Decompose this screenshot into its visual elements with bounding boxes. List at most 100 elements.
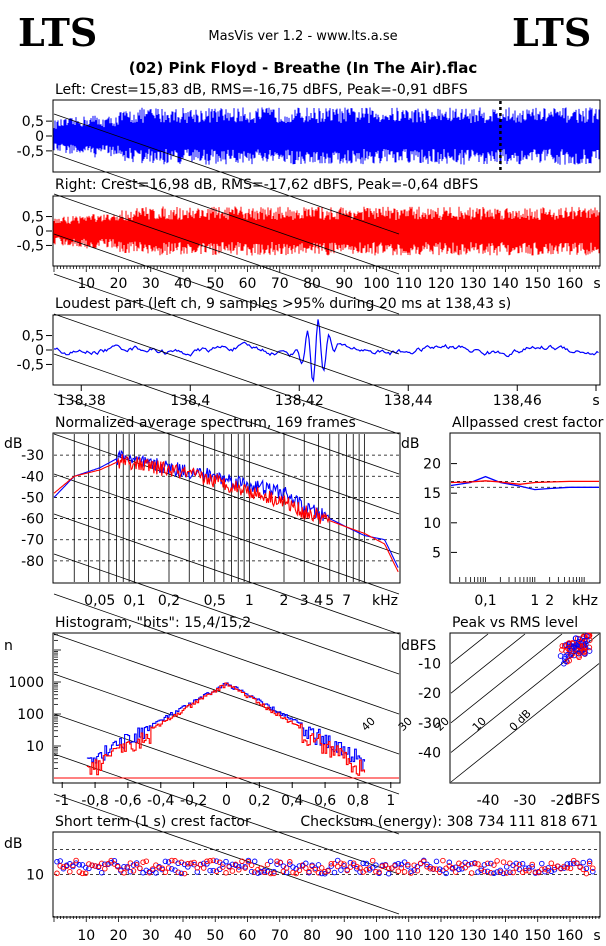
app-version: MasVis ver 1.2 - www.lts.a.se [208, 29, 397, 44]
short-term-point [408, 870, 414, 876]
spectrum-slope-line [53, 593, 400, 715]
short-term-point [357, 865, 363, 871]
short-term-point [523, 865, 529, 871]
right-waveform-ytick-label: -0,5 [17, 238, 44, 254]
short-term-point [401, 859, 408, 865]
short-term-point [258, 865, 264, 871]
short-term-point [373, 862, 379, 868]
loudest-part-xtick-label: s [592, 393, 599, 409]
short-term-point [213, 858, 220, 864]
short-term-point [542, 868, 548, 875]
short-term-point [354, 863, 360, 870]
spectrum-slope-line [53, 393, 400, 515]
short-term-point [325, 868, 331, 874]
short-term-point [456, 860, 462, 867]
short-term-point [468, 870, 475, 876]
short-term-point [350, 862, 357, 868]
short-term-point [331, 869, 338, 876]
short-term-point [102, 865, 108, 872]
short-term-point [341, 861, 347, 867]
short-term-point [162, 858, 169, 865]
peak-rms-point [582, 640, 589, 647]
spectrum-slope-line [53, 753, 400, 875]
short-term-point [264, 861, 271, 868]
short-term-point [248, 862, 255, 868]
short-term-point [459, 866, 465, 872]
spectrum-slope-line [53, 433, 400, 555]
short-term-point [338, 860, 344, 866]
time-axis-tick-label: 50 [206, 276, 224, 292]
short-term-point [475, 869, 481, 875]
peak-rms-point [576, 650, 582, 657]
short-term-point [57, 858, 63, 864]
short-term-point [322, 868, 328, 875]
short-term-point [385, 870, 392, 877]
short-term-point [118, 866, 124, 873]
short-term-point [411, 862, 417, 868]
short-term-point [529, 861, 535, 868]
short-term-point [360, 860, 366, 866]
short-term-point [124, 865, 130, 871]
peak-rms-point [559, 646, 565, 653]
peak-rms-ytick-label: -30 [418, 716, 441, 732]
short-term-point [280, 868, 287, 875]
loudest-part-title: Loudest part (left ch, 9 samples >95% du… [55, 296, 511, 312]
short-term-point [296, 867, 303, 874]
short-term-point [590, 868, 596, 875]
short-term-point [175, 869, 181, 875]
short-term-point [267, 858, 274, 864]
short-term-xtick-label: 10 [77, 928, 95, 944]
spectrum-slope-line [53, 153, 400, 275]
short-term-point [165, 865, 172, 871]
short-term-point [443, 870, 449, 877]
short-term-point [433, 858, 440, 865]
spectrum-xtick-label: 1 [245, 593, 254, 609]
short-term-point [229, 868, 236, 874]
short-term-point [204, 858, 210, 865]
short-term-point [79, 870, 86, 877]
time-axis-tick-label: 30 [142, 276, 160, 292]
short-term-point [363, 860, 370, 867]
loudest-part-ytick-label: 0,5 [22, 329, 44, 345]
short-term-point [277, 859, 284, 866]
short-term-point [204, 861, 210, 867]
short-term-point [465, 861, 472, 868]
peak-rms-point [568, 652, 575, 659]
short-term-point [194, 865, 201, 871]
spectrum-slope-line [53, 193, 400, 315]
short-term-point [114, 863, 121, 870]
time-axis-tick-label: 150 [524, 276, 551, 292]
histogram-title: Histogram, "bits": 15,4/15,2 [55, 615, 251, 631]
short-term-point [73, 860, 79, 866]
short-term-point [318, 865, 325, 871]
short-term-point [54, 870, 60, 877]
peak-rms-point [562, 653, 568, 660]
short-term-point [452, 869, 459, 875]
histogram-series-right [86, 682, 366, 776]
spectrum-ytick-label: -80 [21, 554, 44, 570]
peak-rms-point [559, 643, 566, 649]
short-term-point [290, 864, 296, 870]
short-term-point [523, 867, 529, 874]
short-term-point [159, 865, 165, 871]
checksum-label: Checksum (energy): 308 734 111 818 671 [300, 814, 598, 830]
left-waveform-ytick-label: 0 [35, 129, 44, 145]
short-term-point [379, 863, 386, 869]
short-term-point [539, 860, 545, 867]
short-term-point [443, 865, 449, 871]
histogram-xtick-label: 0,8 [347, 793, 369, 809]
allpassed-series-left [450, 475, 599, 491]
peak-rms-diagonal [450, 633, 526, 694]
short-term-point [210, 867, 217, 874]
short-term-point [178, 870, 185, 877]
short-term-point [513, 865, 520, 871]
spectrum-xtick-label: 7 [342, 593, 351, 609]
short-term-point [436, 869, 443, 875]
short-term-point [172, 858, 178, 864]
time-axis-tick-label: s [593, 276, 600, 292]
short-term-point [551, 866, 558, 873]
track-title: (02) Pink Floyd - Breathe (In The Air).f… [129, 59, 478, 77]
short-term-point [239, 858, 245, 864]
loudest-part-ytick-label: -0,5 [17, 357, 44, 373]
short-term-point [503, 870, 510, 876]
